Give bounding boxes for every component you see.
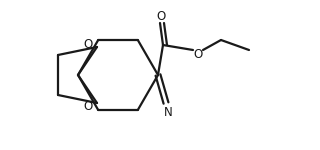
Text: O: O (193, 48, 203, 60)
Text: O: O (84, 38, 92, 51)
Text: O: O (156, 9, 166, 22)
Text: O: O (84, 100, 92, 114)
Text: N: N (164, 106, 172, 120)
